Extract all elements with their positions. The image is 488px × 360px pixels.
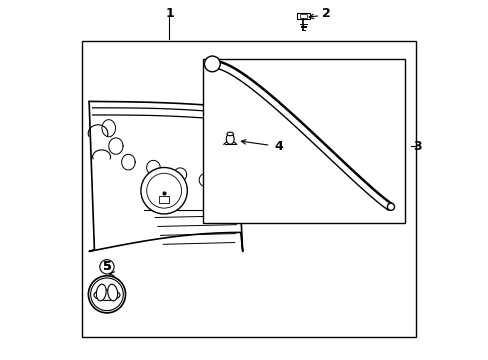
Bar — [203, 59, 405, 223]
Text: 5: 5 — [102, 260, 111, 273]
Circle shape — [90, 278, 123, 311]
Circle shape — [141, 167, 187, 214]
Bar — [82, 41, 415, 337]
Text: 3: 3 — [412, 140, 421, 153]
Bar — [296, 13, 309, 19]
Text: 5: 5 — [102, 260, 111, 273]
Ellipse shape — [96, 284, 106, 301]
Bar — [299, 14, 306, 18]
Ellipse shape — [94, 290, 120, 300]
Ellipse shape — [107, 284, 118, 301]
Text: 1: 1 — [165, 8, 174, 21]
Bar — [159, 196, 169, 203]
Ellipse shape — [226, 132, 233, 136]
Circle shape — [204, 56, 220, 72]
Text: 4: 4 — [273, 140, 282, 153]
Circle shape — [386, 203, 394, 210]
Circle shape — [146, 173, 181, 208]
Text: 2: 2 — [322, 8, 330, 21]
Circle shape — [88, 276, 125, 313]
Circle shape — [100, 260, 114, 274]
Ellipse shape — [226, 134, 234, 144]
